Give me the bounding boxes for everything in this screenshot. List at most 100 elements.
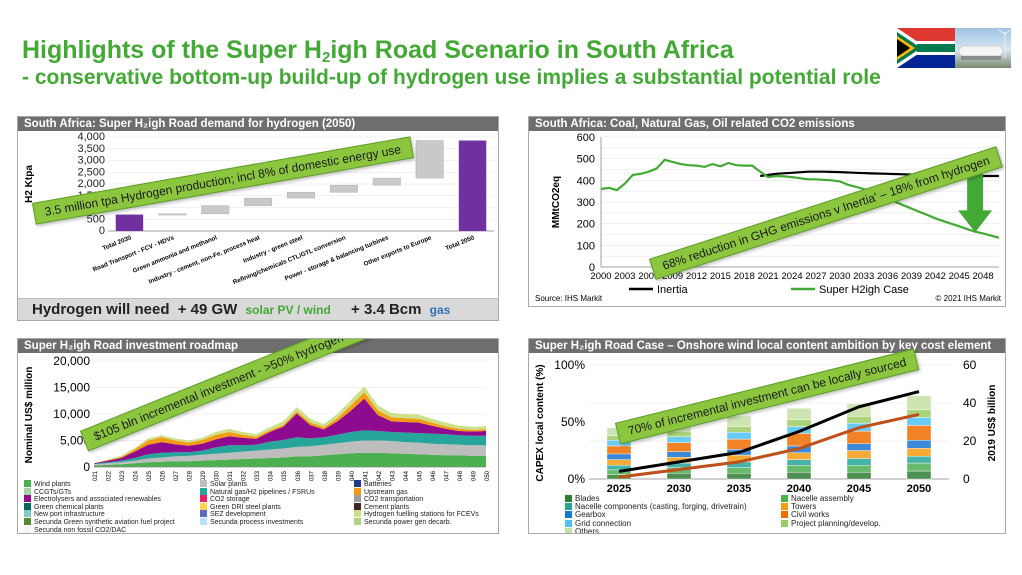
waterfall-chart: 4,0003,5003,0002,5002,0001,5001,0005000H… (24, 131, 494, 286)
x-tick-label: 2033 (853, 271, 874, 282)
stacked-bar-segment (666, 442, 692, 452)
legend-label: Green DRI steel plants (210, 503, 281, 511)
x-tick-label: 2050 (907, 483, 931, 495)
x-tick-label: 2045 (949, 271, 970, 282)
legend-item: Others (565, 527, 599, 533)
x-tick-label: 2038 (323, 470, 329, 481)
source-note: Source: IHS Markit (535, 294, 603, 303)
legend-swatch (354, 487, 361, 495)
x-tick-label: 2050 (485, 470, 491, 481)
y-tick-label: 10,000 (53, 407, 90, 421)
legend-item: Secunda Green synthetic aviation fuel pr… (24, 518, 175, 528)
x-tick-label: 2048 (973, 271, 994, 282)
legend-swatch (565, 503, 572, 511)
stacked-bar-segment (846, 416, 872, 424)
y-axis-label: Nominal US$ million (24, 367, 35, 464)
stacked-bar-segment (606, 453, 632, 460)
y2-tick-label: 20 (963, 434, 977, 448)
x-tick-label: 2036 (296, 470, 302, 481)
x-tick-label: 2027 (174, 470, 180, 481)
legend-item: CO2 storage (200, 495, 250, 505)
area-series (94, 452, 486, 467)
legend-swatch (565, 519, 572, 527)
investment-line (618, 412, 920, 479)
legend-swatch (24, 502, 31, 510)
y-tick-label: 3,000 (77, 155, 105, 167)
slide-subtitle: - conservative bottom-up build-up of hyd… (22, 66, 881, 89)
legend-label: Grid connection (575, 518, 632, 528)
waterfall-bar (201, 205, 230, 215)
y-tick-label: 0% (568, 472, 586, 486)
x-tick-label: 2045 (847, 483, 871, 495)
y-tick-label: 100% (554, 358, 585, 372)
legend-label: Secunda process investments (210, 519, 304, 526)
stacked-bar-segment (906, 455, 932, 464)
stacked-bar-segment (906, 417, 932, 426)
legend-item: New port infrastructure (24, 510, 105, 520)
legend-item: Solar plants (200, 480, 247, 490)
y-tick-label: 2,500 (77, 166, 105, 178)
x-tick-label: 2000 (590, 271, 611, 282)
stacked-bar-segment (786, 452, 812, 460)
x-tick-label: 2040 (787, 483, 811, 495)
stacked-bar-segment (846, 403, 872, 417)
legend-item: CCGTs/GTs (24, 487, 71, 498)
legend-swatch (200, 480, 207, 487)
legend-item: Civil works (781, 510, 829, 520)
stacked-bar-segment (906, 425, 932, 441)
investment-panel: Super H₂igh Road investment roadmap 20,0… (17, 338, 499, 534)
legend-swatch (565, 511, 572, 519)
stacked-bar-segment (606, 445, 632, 455)
stacked-bar-segment (846, 458, 872, 466)
legend-label: Secunda non fossil CO2/DAC (34, 526, 127, 534)
x-tick-label: 2029 (201, 470, 207, 481)
stacked-bar-segment (786, 471, 812, 480)
stacked-bar-segment (846, 443, 872, 451)
legend-label: Gearbox (575, 510, 606, 520)
legend-item: Secunda power gen decarb. (354, 518, 452, 528)
x-tick-label: 2042 (925, 271, 946, 282)
x-tick-label: 2028 (188, 470, 194, 481)
local-content-panel: Super H₂igh Road Case – Onshore wind loc… (528, 338, 1006, 534)
waterfall-bar (158, 213, 187, 216)
y-axis-label: MMtCO2eq (551, 176, 562, 228)
legend-label: SEZ development (210, 511, 266, 519)
x-tick-label: 2048 (458, 470, 464, 481)
legend-label: Cement plants (364, 503, 410, 511)
legend-item: SEZ development (200, 510, 266, 520)
x-tick-label: 2042 (377, 470, 383, 481)
legend-label: Upstream gas (364, 488, 408, 496)
stacked-bar-segment (906, 395, 932, 410)
stacked-bar-segment (786, 465, 812, 473)
x-tick-label: 2030 (215, 470, 221, 481)
x-tick-label: 2035 (727, 483, 751, 495)
legend-swatch (24, 495, 31, 503)
legend-label: Secunda Green synthetic aviation fuel pr… (34, 519, 175, 526)
x-tick-label: 2045 (417, 470, 423, 481)
x-tick-label: 2022 (107, 470, 113, 481)
legend-item: Wind plants (24, 480, 71, 490)
x-tick-label: 2018 (734, 271, 755, 282)
legend-item: Secunda process investments (200, 518, 303, 528)
legend-label: CCGTs/GTs (34, 488, 71, 496)
legend-swatch (24, 510, 31, 518)
y-tick-label: 0 (83, 460, 90, 474)
y-tick-label: 600 (577, 132, 595, 144)
stacked-bar-segment (606, 459, 632, 466)
x-tick-label: 2030 (829, 271, 850, 282)
legend-swatch (781, 503, 788, 511)
local-content-chart: 100% 50% 0% 60 40 20 0 CAPEX local content (%) 2… (535, 358, 998, 495)
x-tick-label: 2041 (363, 470, 369, 481)
reduction-arrow (958, 169, 993, 233)
legend-label: Nacelle assembly (791, 494, 854, 503)
legend-label: Wind plants (34, 481, 71, 488)
x-tick-label: 2046 (431, 470, 437, 481)
legend-label: Green chemical plants (34, 503, 104, 511)
legend-item: Towers (781, 502, 816, 512)
hydrogen-demand-panel: South Africa: Super H₂igh Road demand fo… (17, 116, 499, 321)
y2-tick-label: 60 (963, 358, 977, 372)
x-tick-label: 2003 (614, 271, 635, 282)
waterfall-bar (329, 184, 358, 193)
